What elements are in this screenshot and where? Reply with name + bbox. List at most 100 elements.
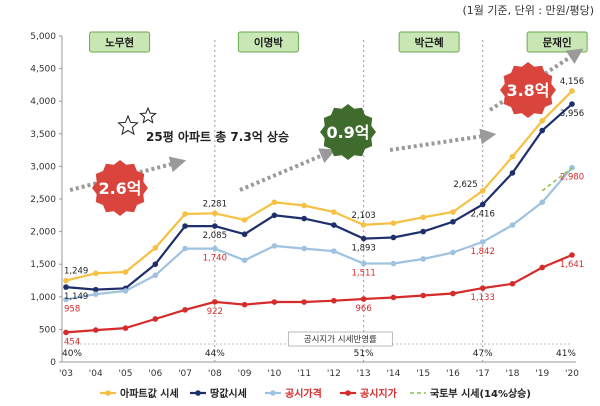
era-box-bg — [526, 31, 588, 53]
data-point — [182, 307, 188, 313]
data-point — [420, 228, 426, 235]
data-point — [360, 235, 367, 242]
legend-item: 국토부 시세(14%상승) — [410, 387, 531, 400]
data-point — [212, 245, 218, 252]
data-point — [271, 199, 278, 206]
legend-label: 공시가격 — [285, 387, 322, 400]
data-point — [92, 286, 99, 293]
reflection-rate: 51% — [354, 349, 374, 359]
data-point — [479, 239, 486, 245]
legend: 아파트값 시세 땅값시세 공시가격 공시지가 국토부 시세(14%상승) — [100, 387, 531, 400]
data-point — [92, 291, 99, 297]
data-point — [479, 285, 486, 291]
data-point — [63, 296, 69, 303]
data-point — [152, 245, 159, 251]
data-label: 1,149 — [64, 292, 88, 302]
data-label: 4,156 — [560, 77, 584, 87]
reflection-rate: 44% — [205, 349, 225, 359]
growth-badge-text: 3.8억 — [506, 81, 549, 100]
legend-label: 땅값시세 — [210, 387, 247, 400]
x-tick-label: '13 — [357, 369, 371, 379]
data-point — [63, 284, 69, 290]
data-point — [122, 325, 129, 331]
data-point — [450, 290, 456, 297]
data-point — [509, 170, 516, 176]
data-point — [152, 261, 159, 268]
y-tick-label: 2,500 — [30, 195, 56, 205]
reflection-caption-box — [287, 331, 393, 347]
data-point — [331, 248, 337, 254]
era-name: 노무현 — [105, 36, 134, 49]
era-dividers — [214, 40, 484, 362]
y-tick-label: 1,000 — [30, 293, 56, 303]
data-point — [539, 127, 546, 134]
data-point — [241, 231, 248, 238]
headline-text: 25평 아파트 총 7.3억 상승 — [146, 129, 289, 144]
data-label: 3,956 — [560, 109, 584, 119]
x-tick-label: '15 — [416, 369, 430, 379]
axes: 0 500 1,000 1,500 2,000 2,500 3,000 3,500 4,000 4… — [30, 32, 579, 379]
data-label: 958 — [64, 305, 80, 315]
data-label: 1,249 — [64, 267, 88, 277]
x-tick-label: '09 — [238, 369, 252, 379]
data-point — [390, 234, 397, 241]
data-label: 1,740 — [203, 254, 227, 264]
star-icon — [117, 114, 139, 136]
legend-marker — [345, 390, 351, 396]
data-point — [63, 277, 69, 284]
data-point — [569, 101, 575, 107]
reflection-rates: 공시지가 시세반영률 40% 44% 51% 47% 41% — [62, 331, 576, 359]
growth-badge-text: 0.9억 — [326, 123, 369, 142]
y-tick-label: 500 — [39, 325, 56, 335]
legend-marker — [195, 390, 201, 396]
data-label: 2,980 — [560, 173, 584, 183]
data-point — [450, 209, 456, 215]
series-lines — [63, 88, 575, 336]
series-line — [65, 103, 573, 291]
data-point — [301, 299, 307, 305]
data-label: 1,511 — [351, 268, 375, 278]
x-tick-label: '03 — [59, 369, 73, 379]
legend-item: 공시지가 — [340, 387, 398, 400]
data-point — [241, 301, 248, 308]
data-point — [450, 219, 456, 225]
data-point — [509, 153, 516, 160]
data-label: 454 — [64, 337, 80, 347]
data-label: 1,893 — [351, 244, 375, 254]
data-point — [212, 210, 218, 217]
data-point — [241, 257, 248, 264]
data-point — [360, 260, 367, 267]
x-tick-label: '06 — [148, 369, 162, 379]
data-point — [420, 292, 426, 299]
reflection-rate: 47% — [473, 349, 493, 359]
reflection-rate: 40% — [62, 349, 82, 359]
legend-item: 공시가격 — [265, 387, 322, 400]
x-tick-label: '17 — [476, 369, 490, 379]
data-label: 2,085 — [203, 231, 227, 241]
y-tick-label: 0 — [50, 358, 56, 368]
data-point — [122, 269, 129, 275]
growth-badge-text: 2.6억 — [98, 179, 141, 198]
data-point — [301, 245, 307, 252]
data-point — [122, 288, 129, 294]
y-tick-label: 3,500 — [30, 130, 56, 140]
data-point — [420, 256, 426, 262]
data-point — [301, 202, 307, 209]
era-box: 박근혜 — [398, 31, 460, 53]
data-point — [331, 209, 337, 215]
data-label: 2,416 — [471, 209, 495, 219]
data-point — [152, 316, 159, 322]
trend-arrow — [239, 148, 336, 192]
trend-arrow — [389, 128, 497, 152]
x-tick-label: '10 — [267, 369, 281, 379]
era-box-bg — [237, 31, 299, 53]
data-point — [539, 264, 546, 271]
data-point — [241, 217, 248, 223]
data-point — [509, 222, 516, 228]
data-label: 1,133 — [471, 293, 495, 303]
data-point — [539, 117, 546, 124]
data-label: 2,625 — [453, 180, 477, 190]
growth-badge — [92, 160, 148, 216]
data-point — [331, 297, 337, 304]
era-name: 문재인 — [543, 36, 572, 49]
